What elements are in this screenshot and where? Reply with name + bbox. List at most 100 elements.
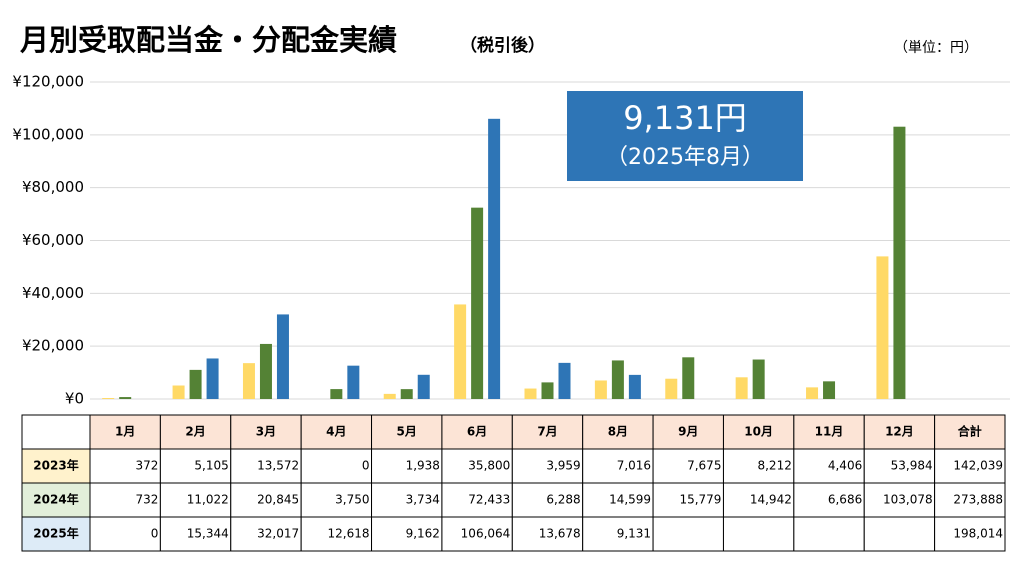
value-label: 32,017	[257, 527, 299, 541]
annotation-box	[567, 91, 803, 181]
value-label: 1,938	[406, 459, 440, 473]
value-label: 7,016	[617, 459, 651, 473]
value-label: 3,734	[406, 493, 440, 507]
header-label: 2月	[185, 425, 205, 439]
table-cell	[722, 448, 795, 484]
value-label: 0	[362, 459, 370, 473]
value-label: 0	[151, 527, 159, 541]
table-cell	[441, 516, 513, 552]
value-label: 6,288	[546, 493, 580, 507]
value-label: 372	[135, 459, 158, 473]
y-tick-label: ¥40,000	[22, 284, 84, 302]
header-label: 5月	[397, 425, 417, 439]
bar	[735, 377, 748, 399]
value-label: 12,618	[328, 527, 370, 541]
row-header-cell	[21, 516, 91, 552]
value-label: 35,800	[468, 459, 510, 473]
bar	[594, 380, 607, 399]
header-label: 7月	[537, 425, 557, 439]
header-cell	[934, 414, 1006, 450]
value-label: 20,845	[257, 493, 299, 507]
bar	[752, 359, 765, 399]
legend-label: 2024年	[33, 492, 78, 507]
bar	[558, 362, 571, 399]
bar	[259, 343, 272, 399]
value-label: 732	[135, 493, 158, 507]
annotation-period: （2025年8月）	[606, 145, 764, 170]
value-label: 4,406	[828, 459, 862, 473]
y-tick-label: ¥60,000	[22, 231, 84, 249]
value-label: 15,779	[679, 493, 721, 507]
chart-subtitle: （税引後）	[460, 35, 545, 56]
table-cell	[934, 448, 1006, 484]
value-label: 9,162	[406, 527, 440, 541]
y-tick-label: ¥100,000	[12, 125, 84, 143]
bar	[682, 357, 695, 399]
header-label: 12月	[885, 425, 914, 439]
header-cell	[863, 414, 936, 450]
table-cell	[863, 482, 936, 518]
bar	[628, 374, 641, 399]
bar	[206, 358, 219, 399]
bar	[488, 118, 501, 399]
bar	[189, 369, 202, 399]
bar	[347, 365, 360, 399]
header-label: 3月	[256, 425, 276, 439]
header-cell	[722, 414, 795, 450]
bar	[823, 381, 836, 399]
table-cell	[300, 516, 373, 552]
y-tick-label: ¥80,000	[22, 178, 84, 196]
table-cell	[371, 516, 443, 552]
chart-title: 月別受取配当金・分配金実績	[19, 23, 397, 57]
value-label: 9,131	[617, 527, 651, 541]
header-cell	[159, 414, 232, 450]
header-cell	[300, 414, 373, 450]
bar	[400, 389, 413, 399]
bar	[665, 378, 678, 399]
table-corner	[21, 414, 91, 450]
bar	[876, 256, 889, 399]
bar	[611, 360, 624, 399]
bar	[541, 382, 554, 399]
value-label: 15,344	[187, 527, 229, 541]
table-cell	[863, 516, 936, 552]
header-label: 1月	[115, 425, 135, 439]
header-label: 10月	[744, 425, 773, 439]
value-label: 8,212	[757, 459, 791, 473]
row-header-cell	[21, 448, 91, 484]
value-label: 7,675	[687, 459, 721, 473]
table-cell	[793, 448, 865, 484]
value-label: 14,942	[750, 493, 792, 507]
bar	[383, 393, 396, 399]
table-cell	[934, 516, 1006, 552]
value-label: 106,064	[461, 527, 511, 541]
table-cell	[793, 482, 865, 518]
bar	[471, 207, 484, 399]
table-cell	[371, 482, 443, 518]
value-label: 11,022	[187, 493, 229, 507]
table-cell	[159, 482, 232, 518]
table-cell	[159, 516, 232, 552]
table-cell	[652, 516, 724, 552]
total-label: 142,039	[953, 459, 1003, 473]
table-cell	[300, 448, 373, 484]
legend-label: 2025年	[33, 526, 78, 541]
header-cell	[652, 414, 724, 450]
table-cell	[441, 448, 513, 484]
value-label: 14,599	[609, 493, 651, 507]
annotation-value: 9,131円	[623, 99, 747, 137]
bar	[806, 387, 819, 399]
table-cell	[371, 448, 443, 484]
value-label: 13,572	[257, 459, 299, 473]
bar	[524, 388, 537, 399]
table-cell	[230, 516, 302, 552]
header-label: 9月	[678, 425, 698, 439]
header-label: 8月	[608, 425, 628, 439]
y-tick-label: ¥120,000	[12, 73, 84, 91]
bar	[172, 385, 185, 399]
table-cell	[722, 516, 795, 552]
header-label: 6月	[467, 425, 487, 439]
bar	[454, 304, 467, 399]
total-label: 273,888	[953, 493, 1003, 507]
